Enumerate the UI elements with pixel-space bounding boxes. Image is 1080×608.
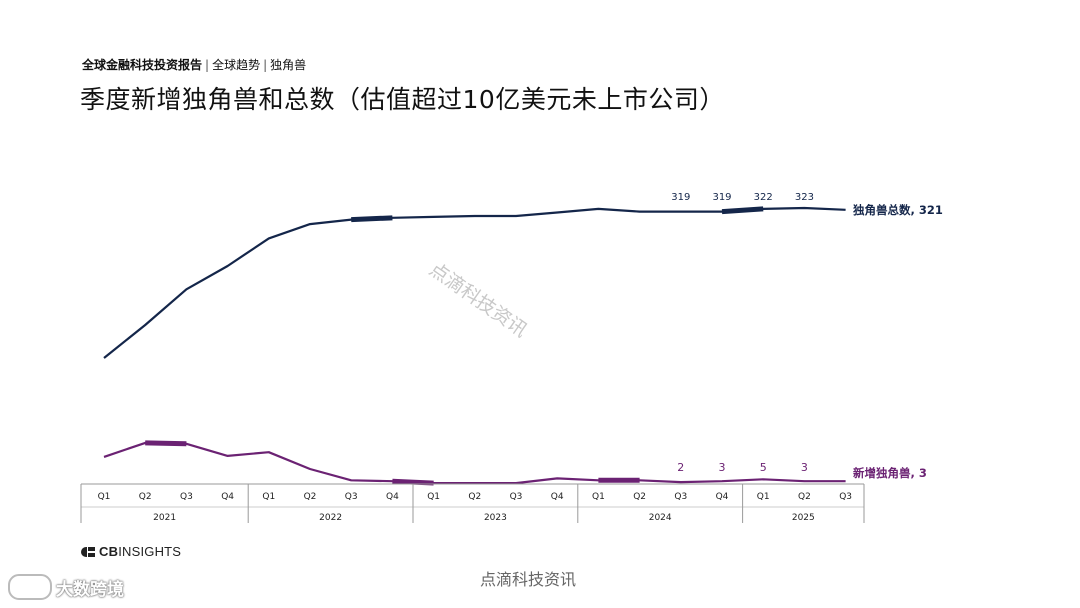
series-line-0	[103, 206, 846, 359]
dashujk-logo-icon	[8, 574, 52, 600]
x-tick-label: Q2	[304, 492, 317, 502]
breadcrumb: 全球金融科技投资报告 | 全球趋势 | 独角兽	[82, 56, 306, 73]
brand-rest: INSIGHTS	[118, 544, 182, 559]
series-highlight-0-0	[351, 215, 393, 223]
corner-logo: 大数跨境	[8, 574, 124, 600]
x-tick-label: Q1	[757, 492, 770, 502]
x-tick-label: Q4	[386, 492, 399, 502]
series-end-label-1: 新增独角兽, 3	[853, 466, 927, 480]
x-tick-label: Q3	[510, 492, 523, 502]
breadcrumb-separator: |	[263, 58, 268, 72]
x-year-label: 2021	[153, 513, 176, 523]
breadcrumb-item-report: 全球金融科技投资报告	[82, 58, 203, 72]
x-tick-label: Q4	[716, 492, 729, 502]
x-tick-label: Q2	[633, 492, 646, 502]
series-highlight-1-0	[145, 440, 187, 447]
x-tick-label: Q1	[262, 492, 275, 502]
series-highlight-1-1	[392, 478, 434, 486]
x-tick-label: Q4	[551, 492, 564, 502]
cbinsights-mark-icon	[81, 546, 95, 557]
x-tick-label: Q2	[139, 492, 152, 502]
data-label-1-17: 3	[801, 461, 808, 474]
x-tick-label: Q2	[798, 492, 811, 502]
x-tick-label: Q2	[468, 492, 481, 502]
x-tick-label: Q4	[221, 492, 234, 502]
data-label-1-14: 2	[677, 461, 684, 474]
data-label-1-15: 3	[719, 461, 726, 474]
breadcrumb-separator: |	[205, 58, 210, 72]
x-tick-label: Q1	[592, 492, 605, 502]
data-label-0-15: 319	[712, 192, 731, 203]
x-tick-label: Q3	[345, 492, 358, 502]
x-tick-label: Q1	[98, 492, 111, 502]
data-label-0-17: 323	[795, 192, 814, 203]
data-label-0-16: 322	[754, 192, 773, 203]
cbinsights-wordmark: CBINSIGHTS	[99, 544, 181, 559]
x-tick-label: Q3	[180, 492, 193, 502]
series-end-label-0: 独角兽总数, 321	[853, 203, 943, 217]
x-tick-label: Q3	[674, 492, 687, 502]
series-line-1	[103, 441, 846, 485]
x-year-label: 2023	[484, 513, 507, 523]
x-tick-label: Q3	[839, 492, 852, 502]
cbinsights-logo: CBINSIGHTS	[81, 544, 181, 559]
x-tick-label: Q1	[427, 492, 440, 502]
brand-bold: CB	[99, 544, 119, 559]
series-highlight-0-1	[721, 206, 764, 215]
breadcrumb-item-trend: 全球趋势	[212, 58, 261, 72]
x-year-label: 2022	[319, 513, 342, 523]
data-label-1-16: 5	[760, 461, 767, 474]
x-year-label: 2024	[649, 513, 672, 523]
data-label-0-14: 319	[671, 192, 690, 203]
corner-logo-text: 大数跨境	[56, 579, 124, 600]
breadcrumb-item-unicorn: 独角兽	[270, 58, 307, 72]
page-title: 季度新增独角兽和总数（估值超过10亿美元未上市公司）	[80, 85, 725, 114]
watermark-bottom: 点滴科技资讯	[480, 570, 577, 589]
x-year-label: 2025	[792, 513, 815, 523]
